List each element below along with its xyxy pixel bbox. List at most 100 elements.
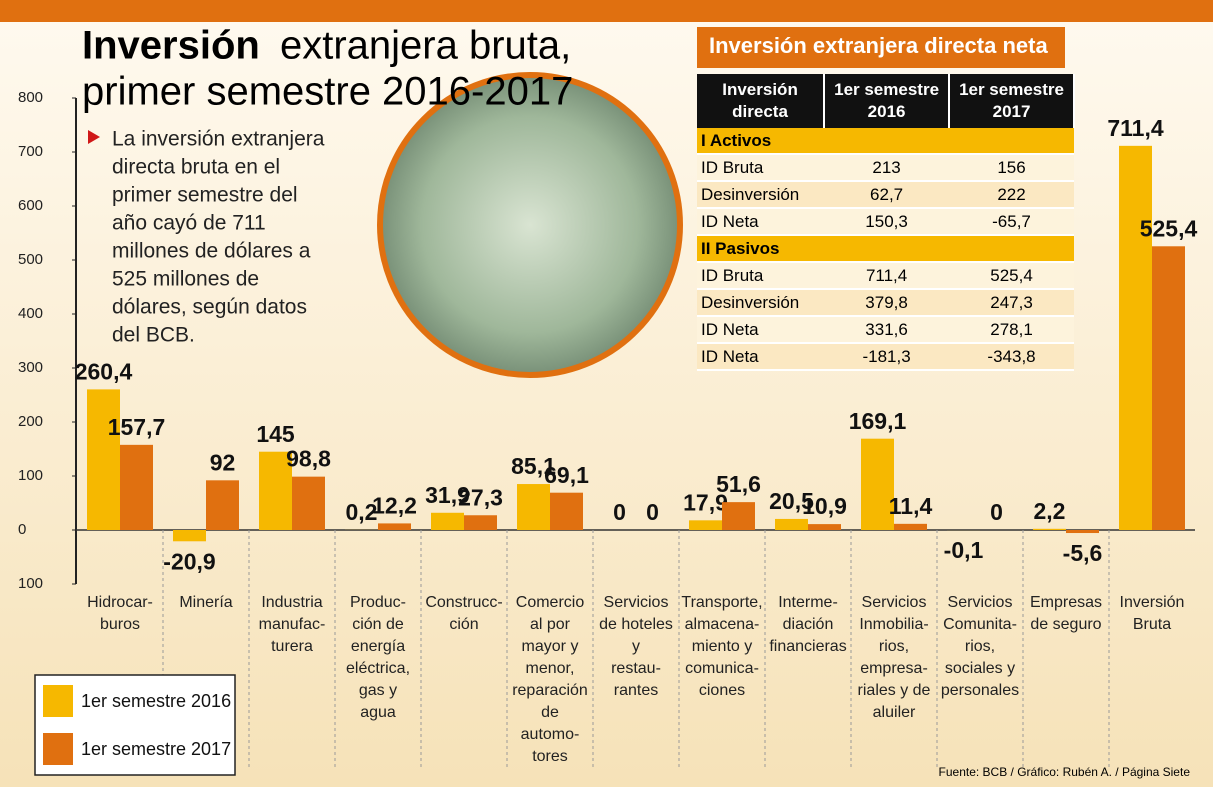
- x-tick-label: Minería: [179, 594, 232, 611]
- bar: [173, 530, 206, 542]
- table-cell: 247,3: [949, 289, 1074, 317]
- x-tick-label: buros: [100, 616, 140, 633]
- table-header: 1er semestre 2016: [824, 74, 951, 128]
- table-row: ID Neta 150,3 -65,7: [697, 208, 1074, 236]
- y-tick-label: 400: [18, 305, 43, 322]
- bar: [292, 476, 325, 530]
- table-cell: ID Bruta: [697, 154, 825, 182]
- x-tick-label: Inversión: [1120, 594, 1185, 611]
- value-label: 98,8: [286, 446, 331, 472]
- value-label: 157,7: [108, 414, 166, 440]
- bar: [1152, 246, 1185, 530]
- bar: [1033, 528, 1066, 530]
- x-tick-label: al por: [530, 616, 571, 633]
- table-cell: 156: [949, 154, 1074, 182]
- bar: [1066, 530, 1099, 534]
- value-label: 0,2: [346, 499, 378, 525]
- section-name: II Pasivos: [697, 235, 1074, 263]
- value-label: 260,4: [75, 358, 133, 384]
- value-label: 27,3: [458, 484, 503, 510]
- bar: [775, 518, 808, 530]
- x-tick-label: turera: [271, 638, 313, 655]
- bar: [87, 389, 120, 530]
- table-cell: 379,8: [824, 289, 950, 317]
- description-line: del BCB.: [112, 324, 195, 347]
- table-row: ID Neta -181,3 -343,8: [697, 343, 1074, 371]
- value-label: 525,4: [1140, 215, 1198, 241]
- table-row: ID Bruta 711,4 525,4: [697, 262, 1074, 290]
- description-line: La inversión extranjera: [112, 128, 325, 151]
- x-tick-label: Servicios: [862, 594, 927, 611]
- value-label: -5,6: [1063, 540, 1103, 566]
- value-label: 2,2: [1034, 498, 1066, 524]
- bar: [464, 515, 497, 530]
- x-tick-label: tores: [532, 748, 568, 765]
- value-label: 145: [256, 421, 295, 447]
- bar: [259, 451, 292, 530]
- section-row: II Pasivos: [697, 235, 1074, 263]
- table-cell: 62,7: [824, 181, 950, 209]
- value-label: 17,9: [683, 489, 728, 515]
- value-label: 0: [646, 499, 659, 525]
- value-label: 11,4: [889, 493, 933, 519]
- bar: [378, 523, 411, 530]
- x-tick-label: ción: [449, 616, 478, 633]
- table-cell: Desinversión: [697, 181, 825, 209]
- value-label: 169,1: [849, 408, 907, 434]
- value-label: -0,1: [944, 537, 984, 563]
- description-line: año cayó de 711: [112, 212, 266, 235]
- x-tick-label: reparación: [512, 682, 588, 699]
- x-tick-label: Bruta: [1133, 616, 1171, 633]
- y-tick-label: 500: [18, 251, 43, 268]
- bar: [808, 524, 841, 530]
- x-tick-label: Hidrocar-: [87, 594, 153, 611]
- table-cell: 222: [949, 181, 1074, 209]
- x-tick-label: miento y: [692, 638, 752, 655]
- y-tick-label: 200: [18, 413, 43, 430]
- data-table: Inversión directa 1er semestre 2016 1er se…: [697, 74, 1075, 371]
- bar: [206, 480, 239, 530]
- x-tick-label: rantes: [614, 682, 658, 699]
- legend-label: 1er semestre 2017: [81, 739, 231, 759]
- legend-label: 1er semestre 2016: [81, 691, 231, 711]
- y-tick-label: 800: [18, 89, 43, 106]
- x-tick-label: Servicios: [948, 594, 1013, 611]
- x-tick-label: gas y: [359, 682, 397, 699]
- x-tick-label: Transporte,: [681, 594, 762, 611]
- x-tick-label: sociales y: [945, 660, 1015, 677]
- x-tick-label: financieras: [769, 638, 846, 655]
- x-tick-label: restau-: [611, 660, 661, 677]
- x-tick-label: ción de: [352, 616, 404, 633]
- bar: [431, 512, 464, 530]
- x-tick-label: Comercio: [516, 594, 585, 611]
- x-tick-label: manufac-: [259, 616, 326, 633]
- description-line: primer semestre del: [112, 184, 298, 207]
- chart-title: extranjera bruta,: [280, 24, 571, 68]
- value-label: 51,6: [716, 471, 761, 497]
- x-tick-label: Industria: [261, 594, 322, 611]
- value-label: 31,9: [425, 482, 470, 508]
- table-cell: -181,3: [824, 343, 950, 371]
- y-tick-label: 100: [18, 575, 43, 592]
- x-tick-label: almacena-: [685, 616, 760, 633]
- table-header: 1er semestre 2017: [949, 74, 1075, 128]
- x-tick-label: automo-: [521, 726, 580, 743]
- value-label: 69,1: [544, 462, 589, 488]
- table-cell: 525,4: [949, 262, 1074, 290]
- money-photo: [377, 72, 683, 378]
- x-tick-label: ciones: [699, 682, 745, 699]
- description-line: dólares, según datos: [112, 296, 307, 319]
- x-tick-label: rios,: [879, 638, 909, 655]
- x-tick-label: Comunita-: [943, 616, 1017, 633]
- source: Fuente: BCB / Gráfico: Rubén A. / Página…: [939, 765, 1191, 779]
- legend-swatch: [43, 685, 73, 717]
- bullet: [88, 130, 100, 144]
- table-row: Desinversión 379,8 247,3: [697, 289, 1074, 317]
- bar: [689, 520, 722, 530]
- description-line: millones de dólares a: [112, 240, 311, 263]
- value-label: 20,5: [769, 488, 814, 514]
- x-tick-label: de: [541, 704, 559, 721]
- x-tick-label: riales y de: [858, 682, 931, 699]
- y-tick-label: 300: [18, 359, 43, 376]
